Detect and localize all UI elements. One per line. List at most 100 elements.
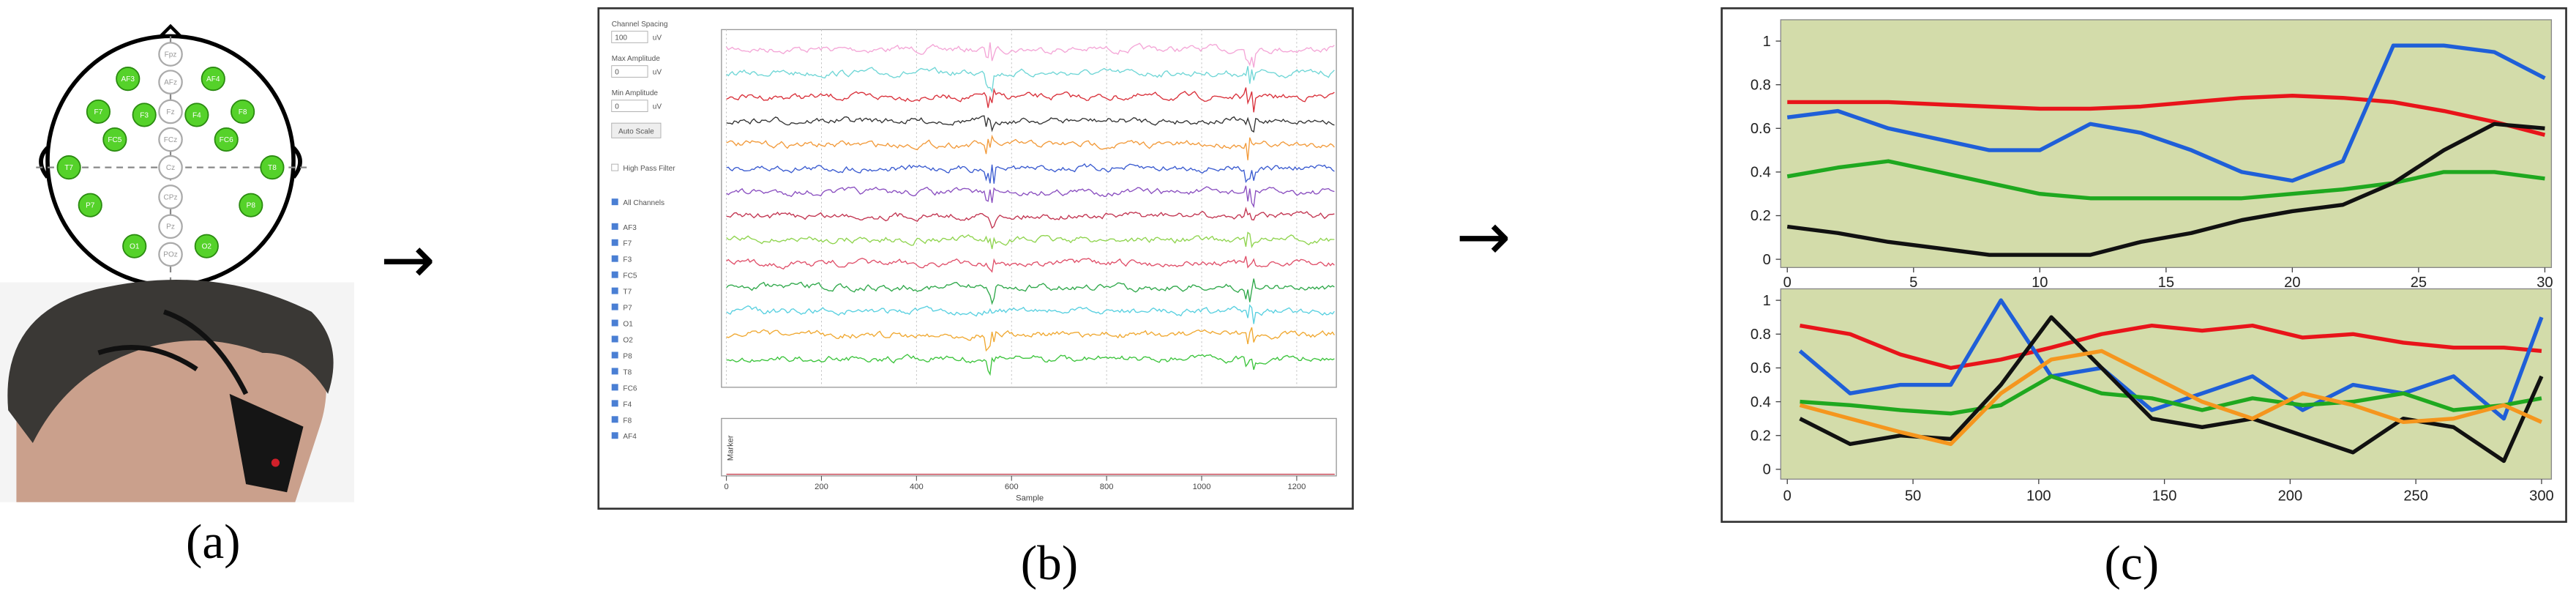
panel-label: (a)	[186, 514, 241, 569]
eeg-trace	[726, 42, 1335, 68]
electrode-label: FC6	[220, 136, 233, 144]
electrode-label: P7	[86, 202, 95, 210]
electrode-label: POz	[163, 251, 178, 259]
electrode-active	[184, 103, 209, 127]
series-line	[1786, 43, 2546, 183]
checkbox	[611, 198, 618, 206]
x-tick-label: 10	[2032, 275, 2048, 291]
plot-background	[1780, 19, 2553, 268]
checkbox	[611, 351, 618, 359]
x-tick-label: 400	[910, 483, 924, 491]
x-tick-label: 600	[1005, 483, 1019, 491]
channel-name: F3	[623, 256, 632, 264]
channel-name: F8	[623, 417, 632, 425]
y-tick-label: 0	[1763, 252, 1771, 268]
electrode-label: O2	[202, 243, 212, 251]
input-box	[611, 100, 648, 112]
y-tick-label: 0	[1763, 462, 1771, 478]
eeg-trace	[726, 134, 1335, 160]
button-label: Auto Scale	[618, 128, 654, 136]
eeg-trace	[726, 231, 1335, 250]
ears	[39, 146, 302, 179]
y-tick-label: 1	[1763, 34, 1771, 50]
eeg-trace	[726, 304, 1335, 324]
series-line	[1798, 298, 2544, 421]
electrode-label: T8	[268, 164, 277, 172]
electrode-label: AF4	[206, 75, 220, 83]
electrode-label: CPz	[164, 193, 178, 201]
eeg-trace	[726, 163, 1335, 184]
y-tick-label: 1	[1763, 293, 1771, 309]
electrode-active	[56, 155, 81, 180]
series-line	[1799, 349, 2543, 447]
electrode-label: F7	[94, 108, 103, 116]
checkbox	[611, 432, 618, 439]
eeg-trace	[726, 115, 1335, 133]
electrode-label: F4	[192, 111, 201, 119]
x-tick-label: 1200	[1287, 483, 1306, 491]
headset-arms	[97, 309, 249, 395]
electrode-active	[122, 234, 147, 258]
series-line	[1787, 94, 2546, 137]
x-axis-label: Sample	[1016, 494, 1044, 502]
marker-label: Marker	[727, 435, 735, 461]
y-tick-label: 0.4	[1751, 394, 1771, 410]
x-tick-label: 250	[2403, 488, 2428, 504]
checkbox	[611, 223, 618, 230]
channel-name: FC5	[623, 272, 637, 280]
checkbox	[611, 335, 618, 343]
marker-area	[721, 417, 1337, 477]
x-tick-label: 150	[2152, 488, 2177, 504]
electrode-label: FC5	[108, 136, 121, 144]
checkbox	[611, 416, 618, 423]
checkbox	[611, 287, 618, 294]
electrode-inactive	[158, 185, 183, 209]
electrode-inactive	[158, 155, 183, 180]
electrode-label: AFz	[164, 78, 177, 86]
eeg-trace	[726, 354, 1335, 376]
series-line	[1800, 374, 2542, 416]
eeg-trace	[726, 207, 1335, 229]
auto-scale-button[interactable]	[611, 122, 662, 138]
channel-name: O2	[623, 336, 633, 344]
electrode-label: Fz	[166, 108, 174, 116]
checkbox	[611, 271, 618, 278]
x-tick-label: 15	[2158, 275, 2174, 291]
control-label: Channel Spacing	[612, 21, 668, 29]
hair	[7, 279, 334, 444]
y-tick-label: 0.2	[1751, 208, 1771, 224]
eeg-trace	[726, 87, 1335, 113]
channel-name: P7	[623, 305, 632, 313]
headset	[229, 393, 304, 493]
electrode-label: AF3	[121, 75, 135, 83]
control-label: Max Amplitude	[612, 55, 660, 63]
x-tick-label: 100	[2026, 488, 2051, 504]
electrode-label: Fpz	[165, 51, 177, 59]
x-tick-label: 0	[1783, 488, 1791, 504]
x-tick-label: 200	[815, 483, 828, 491]
electrode-inactive	[158, 99, 183, 124]
panel-a: Fpz AFz Fz FCz Cz CPz Pz POz AF3 AF4 F7 F3 F4 F8 FC5 FC…	[0, 23, 354, 502]
electrode-label: O1	[130, 243, 140, 251]
panel-label: (c)	[2104, 535, 2159, 590]
y-tick-label: 0.4	[1751, 165, 1771, 181]
checkbox-label: High Pass Filter	[623, 165, 675, 173]
channel-name: F7	[623, 240, 632, 248]
eeg-trace	[726, 185, 1335, 209]
panel-c: 00.20.40.60.810 5 10 15 20 25 3000.20.40.60.81…	[1721, 7, 2567, 523]
electrode-label: P8	[247, 202, 256, 210]
y-tick-label: 0.6	[1751, 121, 1771, 137]
series-line	[1786, 159, 2545, 201]
x-tick-label: 25	[2411, 275, 2427, 291]
headset-led	[271, 458, 280, 467]
electrode-inactive	[158, 214, 183, 239]
checkbox-label: All Channels	[623, 199, 664, 207]
electrode-inactive	[158, 127, 183, 152]
electrode-label: F8	[239, 108, 247, 116]
electrode-label: T7	[64, 164, 73, 172]
electrode-active	[102, 127, 127, 152]
channel-name: AF4	[623, 433, 637, 441]
arrow: →	[1456, 199, 1511, 275]
x-tick-label: 0	[724, 483, 728, 491]
electrode-active	[260, 155, 285, 180]
